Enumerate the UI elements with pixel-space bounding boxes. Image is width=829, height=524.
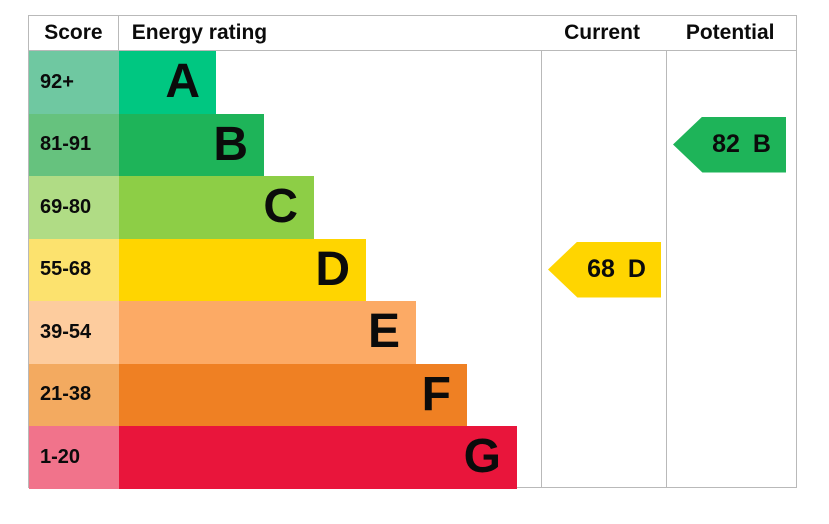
potential-rating-text: 82 B [688,130,771,159]
band-bar: C [119,176,314,239]
band-bar: D [119,238,366,301]
band-letter: B [213,117,248,171]
band-bar: B [119,113,264,176]
band-score-cell: 55-68 [29,238,119,301]
band-letter: A [165,55,200,109]
band-score-cell: 69-80 [29,176,119,239]
band-score-label: 21-38 [40,383,92,406]
band-score-label: 81-91 [40,133,92,156]
band-letter: F [421,367,451,421]
potential-band-letter: B [752,130,771,158]
band-score-cell: 81-91 [29,113,119,176]
current-rating-text: 68 D [563,255,646,284]
band-score-label: 1-20 [40,445,81,468]
band-row-e: 39-54 E [29,301,796,364]
band-row-c: 69-80 C [29,176,796,239]
band-row-f: 21-38 F [29,363,796,426]
band-bar: E [119,301,416,364]
band-score-cell: 1-20 [29,426,119,489]
potential-column-header: Potential [685,21,775,44]
band-row-a: 92+ A [29,51,796,114]
band-row-d: 55-68 D [29,238,796,301]
potential-score: 82 [712,130,740,158]
band-score-cell: 21-38 [29,363,119,426]
band-score-label: 92+ [40,70,74,93]
band-score-label: 55-68 [40,258,92,281]
potential-column-divider [666,16,667,487]
current-column-header: Current [564,21,640,44]
band-score-label: 39-54 [40,320,92,343]
band-letter: E [367,305,400,359]
band-rows: 92+ A 81-91 B 69-80 C [29,51,796,489]
band-letter: D [315,242,350,296]
band-bar: G [119,426,517,489]
band-row-g: 1-20 G [29,426,796,489]
current-column-divider [541,16,542,487]
band-score-label: 69-80 [40,195,92,218]
band-letter: C [263,180,298,234]
potential-rating-arrow: 82 B [673,116,786,173]
epc-table: Score Energy rating Current Potential 92… [28,15,797,489]
band-bar: A [119,51,216,114]
current-score: 68 [587,255,615,283]
band-row-b: 81-91 B [29,113,796,176]
score-column-header: Score [29,16,119,50]
band-letter: G [463,430,501,484]
band-score-cell: 39-54 [29,301,119,364]
energy-rating-column-header: Energy rating [131,21,268,44]
band-score-cell: 92+ [29,51,119,114]
band-bar: F [119,363,467,426]
table-header: Score Energy rating Current Potential [29,16,796,51]
current-band-letter: D [627,255,646,283]
